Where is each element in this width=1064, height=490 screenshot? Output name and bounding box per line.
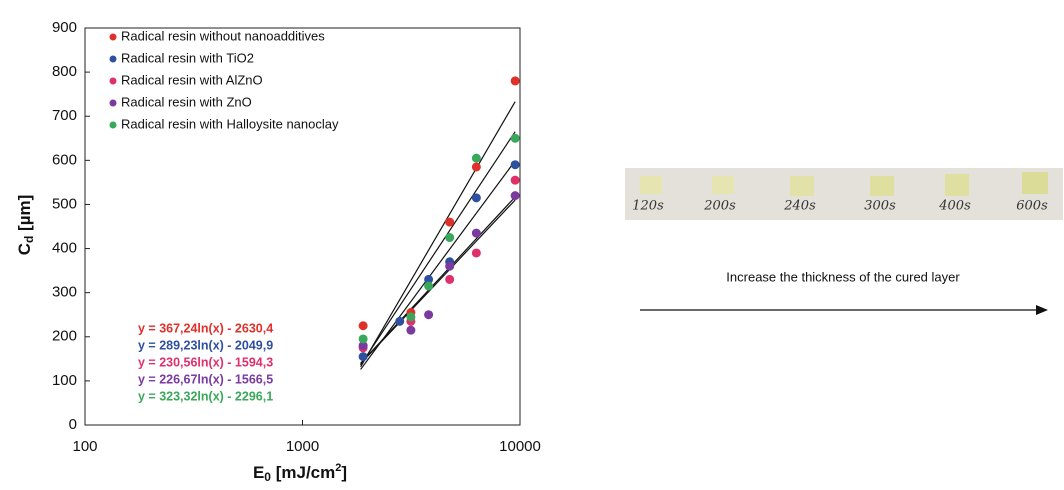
y-tick-label: 900 <box>52 19 77 36</box>
trend-line <box>360 131 516 366</box>
legend-marker <box>109 77 117 85</box>
data-point <box>510 133 520 143</box>
legend-marker <box>109 55 117 63</box>
x-label-sup: 2 <box>335 462 341 474</box>
sample <box>870 176 894 196</box>
data-point <box>424 310 434 320</box>
data-point <box>510 76 520 86</box>
photo-strip <box>625 168 1063 220</box>
y-tick-label: 100 <box>52 372 77 389</box>
trend-line <box>360 160 516 370</box>
photo-label: 300s <box>864 199 896 214</box>
trend-line <box>360 199 516 365</box>
data-point <box>471 228 481 238</box>
equation: y = 226,67ln(x) - 1566,5 <box>138 372 273 386</box>
photo-label: 240s <box>783 199 816 214</box>
sample <box>945 174 969 196</box>
equation: y = 230,56ln(x) - 1594,3 <box>138 355 273 369</box>
data-point <box>471 162 481 172</box>
data-point <box>510 160 520 170</box>
arrow-head <box>1036 305 1048 315</box>
y-tick-label: 600 <box>52 151 77 168</box>
trend-line <box>360 101 516 368</box>
x-label-part: [mJ/cm <box>271 463 335 482</box>
x-label-part: ] <box>341 463 347 482</box>
y-axis-label: Cd [µm] <box>15 195 36 256</box>
data-point <box>424 281 434 291</box>
equation: y = 289,23ln(x) - 2049,9 <box>138 338 273 352</box>
sample <box>1022 172 1048 194</box>
x-label-part: E <box>253 463 264 482</box>
y-tick-label: 500 <box>52 195 77 212</box>
legend-marker <box>109 33 117 41</box>
data-point <box>510 191 520 201</box>
trend-line <box>360 196 516 364</box>
data-point <box>358 341 368 351</box>
y-label-sub: d <box>22 236 36 243</box>
legend-label: Radical resin with ZnO <box>121 94 252 109</box>
data-point <box>395 316 405 326</box>
photo-label: 600s <box>1016 199 1048 214</box>
data-point <box>471 193 481 203</box>
x-label-sub: 0 <box>264 470 271 484</box>
photo-label: 200s <box>703 199 736 214</box>
y-tick-label: 800 <box>52 63 77 80</box>
photo-label: 400s <box>938 199 971 214</box>
data-point <box>510 175 520 185</box>
y-label-part: C <box>15 243 34 255</box>
data-point <box>471 248 481 258</box>
data-point <box>445 217 455 227</box>
y-tick-label: 700 <box>52 107 77 124</box>
data-point <box>445 274 455 284</box>
data-point <box>358 334 368 344</box>
legend-label: Radical resin with Halloysite nanoclay <box>121 116 339 131</box>
x-tick-label: 1000 <box>286 438 319 455</box>
legend-marker <box>109 121 117 129</box>
x-tick-label: 10000 <box>499 438 541 455</box>
data-point <box>406 325 416 335</box>
sample-photo <box>625 168 1063 220</box>
data-point <box>424 274 434 284</box>
data-point <box>358 321 368 331</box>
x-tick-label: 100 <box>72 438 97 455</box>
equation: y = 323,32ln(x) - 2296,1 <box>138 389 273 403</box>
y-tick-label: 200 <box>52 328 77 345</box>
caption: Increase the thickness of the cured laye… <box>726 269 960 284</box>
data-point <box>471 153 481 163</box>
legend-label: Radical resin without nanoadditives <box>121 28 325 43</box>
legend-label: Radical resin with TiO2 <box>121 50 254 65</box>
legend-marker <box>109 99 117 107</box>
y-tick-label: 400 <box>52 240 77 257</box>
legend-label: Radical resin with AlZnO <box>121 72 263 87</box>
y-tick-label: 300 <box>52 284 77 301</box>
y-tick-label: 0 <box>69 416 77 433</box>
data-point <box>358 352 368 362</box>
x-axis-label: E0 [mJ/cm2] <box>253 462 347 484</box>
sample <box>712 176 734 194</box>
sample <box>640 176 662 194</box>
y-label-part: [µm] <box>15 195 34 236</box>
data-point <box>406 312 416 322</box>
equation: y = 367,24ln(x) - 2630,4 <box>138 321 273 335</box>
sample <box>790 176 814 196</box>
photo-label: 120s <box>632 199 664 214</box>
data-point <box>445 233 455 243</box>
data-point <box>445 261 455 271</box>
